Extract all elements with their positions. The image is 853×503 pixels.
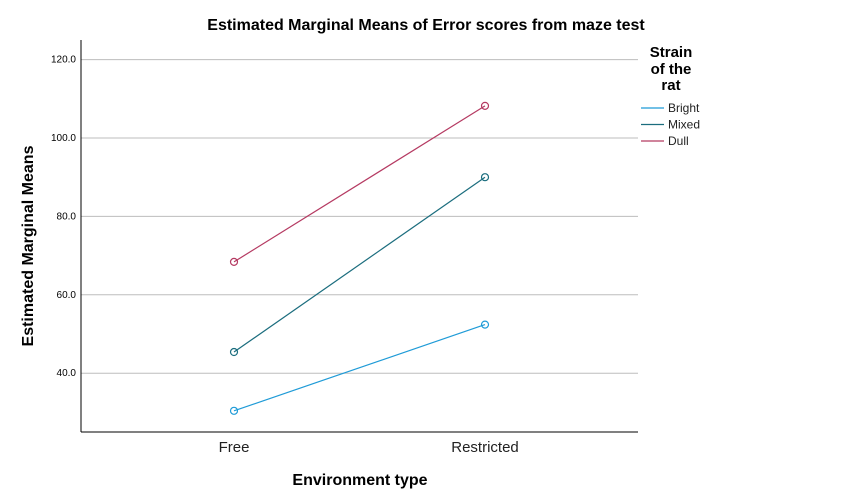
x-tick-label: Restricted (451, 439, 519, 456)
data-point-marker (229, 406, 239, 415)
series-line (233, 324, 486, 412)
data-point-marker (480, 173, 490, 182)
chart-title: Estimated Marginal Means of Error scores… (207, 17, 645, 34)
y-tick-label: 80.0 (57, 211, 77, 222)
y-tick-label: 60.0 (57, 290, 77, 301)
data-point-marker (480, 101, 490, 110)
legend-title-line-2: of the (651, 61, 692, 78)
x-axis-title: Environment type (292, 472, 427, 489)
y-tick-label: 120.0 (51, 55, 76, 66)
y-axis-title: Estimated Marginal Means (20, 145, 37, 346)
data-point-marker (229, 257, 239, 266)
x-tick-label: Free (219, 439, 250, 456)
gridlines (81, 59, 638, 374)
legend-title-line-3: rat (661, 77, 680, 94)
legend-title-line-1: Strain (650, 44, 693, 61)
y-tick-label: 100.0 (51, 133, 76, 144)
data-point-marker (480, 320, 490, 329)
legend-label: Bright (668, 101, 700, 115)
series-lines (229, 101, 490, 415)
y-tick-label: 40.0 (57, 368, 77, 379)
legend-label: Mixed (668, 118, 700, 132)
x-tick-labels: Free Restricted (219, 439, 519, 456)
series-line (233, 176, 486, 353)
axes (80, 40, 638, 433)
legend-label: Dull (668, 134, 689, 148)
data-point-marker (229, 347, 239, 357)
legend: Strain of the rat Bright Mixed Dull (641, 44, 700, 148)
y-tick-labels: 40.0 60.0 80.0 100.0 120.0 (51, 55, 76, 380)
series-line (233, 105, 486, 263)
